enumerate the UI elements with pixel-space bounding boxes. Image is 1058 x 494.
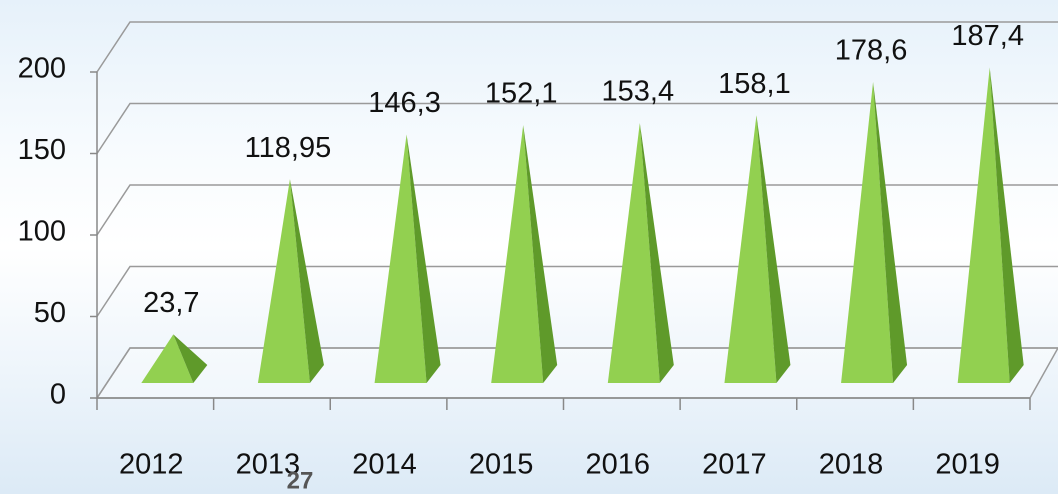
x-tick-label: 2013 (236, 449, 301, 481)
pyramid-front (724, 115, 777, 383)
y-tick-label: 50 (34, 297, 66, 329)
pyramid-front (607, 122, 660, 383)
floor (95, 347, 1058, 399)
pyramid (724, 115, 791, 383)
x-tick-label: 2018 (819, 449, 884, 481)
pyramid-front (841, 81, 894, 383)
value-label: 118,95 (245, 132, 332, 164)
pyramid-front (141, 334, 194, 383)
y-tick-label: 100 (18, 216, 66, 248)
pyramid-front (491, 125, 544, 384)
value-label: 178,6 (835, 35, 908, 67)
pyramid (257, 179, 324, 383)
pyramid (374, 134, 441, 383)
grid-line (96, 21, 1058, 73)
pyramid (141, 334, 208, 383)
value-label: 146,3 (368, 87, 441, 119)
grid-line (96, 265, 1058, 317)
page-number: 27 (287, 467, 314, 494)
pyramid-side (989, 67, 1024, 384)
pyramid (607, 122, 674, 383)
pyramid-side (173, 334, 208, 383)
pyramid-front (257, 179, 310, 383)
value-label: 23,7 (143, 287, 199, 319)
pyramid-side (639, 122, 674, 383)
pyramid-side (523, 125, 558, 384)
x-tick-label: 2016 (586, 449, 651, 481)
pyramid (491, 125, 558, 384)
x-tick-label: 2012 (119, 449, 184, 481)
pyramid-front (957, 67, 1010, 384)
x-tick-label: 2015 (469, 449, 534, 481)
x-tick-label: 2017 (702, 449, 767, 481)
value-label: 152,1 (485, 78, 558, 110)
pyramid (841, 81, 908, 383)
pyramid-side (406, 134, 441, 383)
y-tick-label: 150 (18, 134, 66, 166)
value-label: 153,4 (602, 76, 675, 108)
pyramid (957, 67, 1024, 384)
x-tick-label: 2014 (352, 449, 417, 481)
pyramid-side (756, 115, 791, 383)
pyramid-side (289, 179, 324, 383)
value-label: 187,4 (951, 20, 1024, 52)
value-label: 158,1 (718, 68, 791, 100)
pyramid-front (374, 134, 427, 383)
y-tick-label: 0 (50, 379, 66, 411)
y-tick-label: 200 (18, 53, 66, 85)
grid-line (96, 184, 1058, 236)
pyramid-side (873, 81, 908, 383)
x-tick-label: 2019 (935, 449, 1000, 481)
grid-line (96, 102, 1058, 154)
